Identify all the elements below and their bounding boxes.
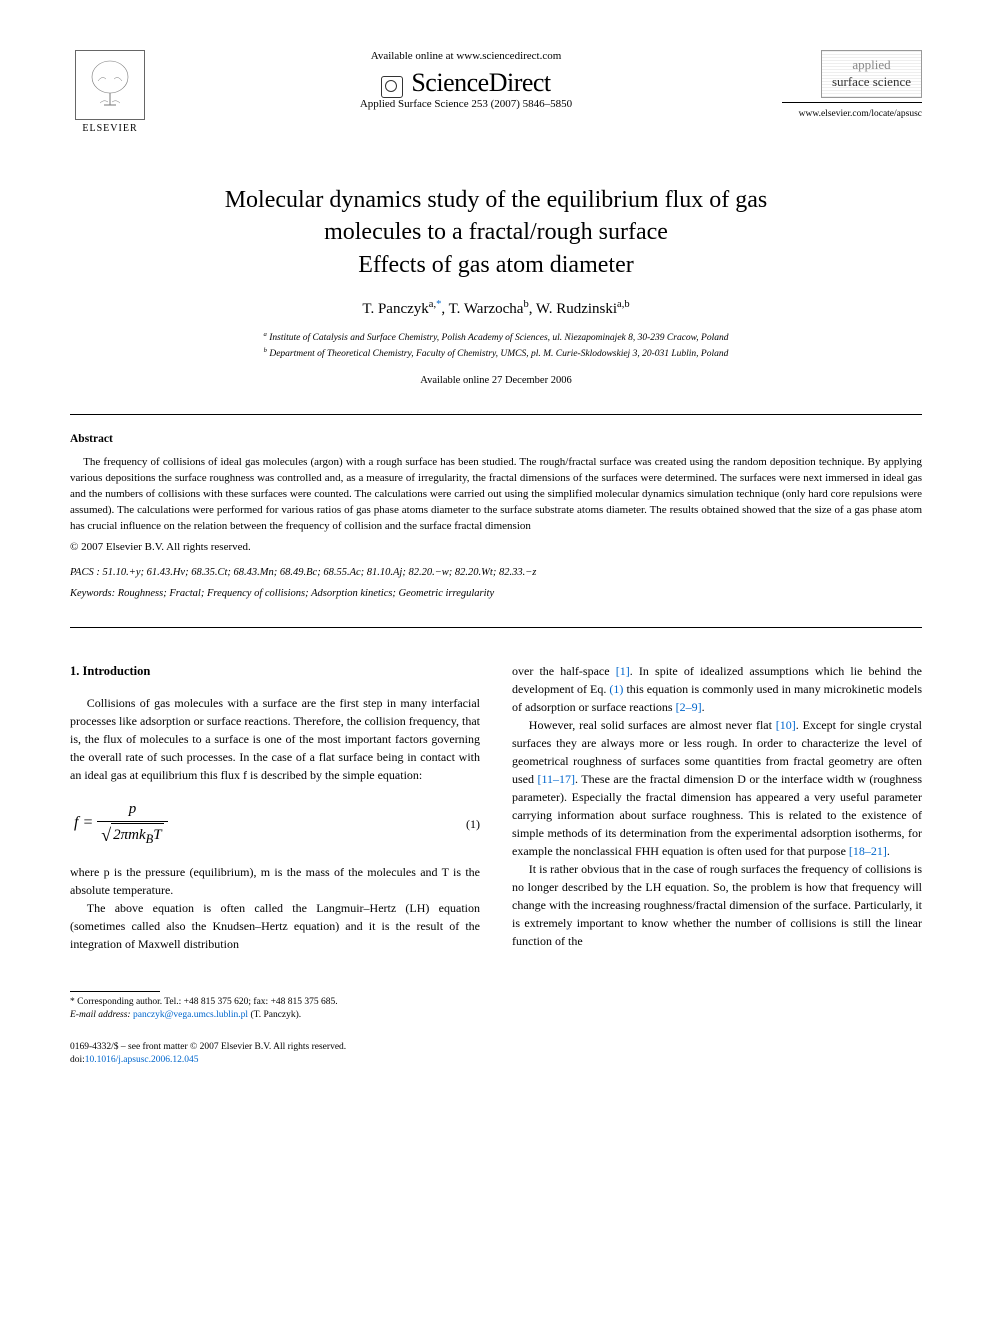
header-row: ELSEVIER Available online at www.science… (70, 50, 922, 134)
eq1-denominator: √2πmkBT (97, 822, 167, 849)
affiliation-b: Department of Theoretical Chemistry, Fac… (269, 349, 728, 359)
doi-label: doi: (70, 1055, 85, 1065)
two-column-body: 1. Introduction Collisions of gas molecu… (70, 662, 922, 1067)
article-title: Molecular dynamics study of the equilibr… (70, 184, 922, 281)
abstract-top-rule (70, 414, 922, 415)
right-column: over the half-space [1]. In spite of ide… (512, 662, 922, 1067)
author-list: T. Panczyka,*, T. Warzochab, W. Rudzinsk… (70, 299, 922, 318)
ref-1-link[interactable]: [1] (616, 664, 630, 678)
title-line3: Effects of gas atom diameter (358, 252, 633, 278)
intro-p2: where p is the pressure (equilibrium), m… (70, 863, 480, 899)
doi-link[interactable]: 10.1016/j.apsusc.2006.12.045 (85, 1055, 199, 1065)
elsevier-tree-icon (75, 50, 145, 120)
pacs-line: PACS : 51.10.+y; 61.43.Hv; 68.35.Ct; 68.… (70, 567, 922, 578)
eq1-numerator: p (97, 798, 167, 822)
sciencedirect-icon (381, 76, 403, 98)
journal-logo: applied surface science (821, 50, 922, 98)
corresponding-footnote: * Corresponding author. Tel.: +48 815 37… (70, 996, 480, 1023)
available-date: Available online 27 December 2006 (70, 375, 922, 386)
section-1-heading: 1. Introduction (70, 662, 480, 681)
intro-p3b: over the half-space [1]. In spite of ide… (512, 662, 922, 716)
eq1-fraction: p √2πmkBT (97, 798, 167, 849)
sciencedirect-logo: ScienceDirect (150, 68, 782, 98)
author-2: T. Warzocha (449, 301, 524, 317)
keywords-label: Keywords: (70, 588, 115, 599)
abstract-block: Abstract The frequency of collisions of … (70, 433, 922, 599)
title-line1: Molecular dynamics study of the equilibr… (225, 187, 768, 213)
equation-1-number: (1) (466, 815, 480, 833)
abstract-text: The frequency of collisions of ideal gas… (70, 455, 922, 535)
page-footer: 0169-4332/$ – see front matter © 2007 El… (70, 1041, 480, 1068)
corr-author-line: * Corresponding author. Tel.: +48 815 37… (70, 996, 480, 1009)
author-3: W. Rudzinski (536, 301, 617, 317)
intro-p5: It is rather obvious that in the case of… (512, 860, 922, 950)
pacs-label: PACS : (70, 567, 100, 578)
journal-reference: Applied Surface Science 253 (2007) 5846–… (150, 98, 782, 110)
ref-18-21-link[interactable]: [18–21] (849, 844, 887, 858)
center-header: Available online at www.sciencedirect.co… (150, 50, 782, 110)
author-2-aff: b (523, 299, 528, 310)
doi-line: doi:10.1016/j.apsusc.2006.12.045 (70, 1054, 480, 1067)
intro-p1: Collisions of gas molecules with a surfa… (70, 694, 480, 784)
publisher-logo-block: ELSEVIER (70, 50, 150, 134)
elsevier-label: ELSEVIER (82, 123, 137, 134)
email-link[interactable]: panczyk@vega.umcs.lublin.pl (133, 1010, 248, 1020)
journal-logo-block: applied surface science www.elsevier.com… (782, 50, 922, 119)
keywords-line: Keywords: Roughness; Fractal; Frequency … (70, 588, 922, 599)
aff-b-sup: b (264, 347, 267, 354)
ref-2-9-link[interactable]: [2–9] (676, 700, 702, 714)
left-column: 1. Introduction Collisions of gas molecu… (70, 662, 480, 1067)
eq1-lhs: f = (74, 814, 93, 831)
intro-p3a: The above equation is often called the L… (70, 899, 480, 953)
author-3-aff: a,b (617, 299, 630, 310)
sciencedirect-text: ScienceDirect (411, 68, 550, 97)
title-line2: molecules to a fractal/rough surface (324, 219, 668, 245)
abstract-bottom-rule (70, 627, 922, 628)
affiliation-a: Institute of Catalysis and Surface Chemi… (269, 333, 728, 343)
email-label: E-mail address: (70, 1010, 131, 1020)
equation-1: f = p √2πmkBT (70, 798, 168, 849)
abstract-heading: Abstract (70, 433, 922, 445)
author-1-aff: a, (429, 299, 436, 310)
keywords-text: Roughness; Fractal; Frequency of collisi… (118, 588, 494, 599)
intro-p4: However, real solid surfaces are almost … (512, 716, 922, 860)
corr-email-line: E-mail address: panczyk@vega.umcs.lublin… (70, 1009, 480, 1022)
ref-10-link[interactable]: [10] (776, 718, 796, 732)
page-container: ELSEVIER Available online at www.science… (0, 0, 992, 1107)
eq-1-ref-link[interactable]: (1) (609, 682, 623, 696)
journal-logo-line2: surface science (832, 74, 911, 89)
available-online-text: Available online at www.sciencedirect.co… (150, 50, 782, 62)
affiliations: a Institute of Catalysis and Surface Che… (70, 330, 922, 361)
ref-11-17-link[interactable]: [11–17] (537, 772, 575, 786)
journal-logo-line1: applied (852, 57, 890, 72)
email-tail: (T. Panczyk). (250, 1010, 301, 1020)
pacs-codes: 51.10.+y; 61.43.Hv; 68.35.Ct; 68.43.Mn; … (102, 567, 536, 578)
author-1: T. Panczyk (362, 301, 428, 317)
footnote-separator (70, 991, 160, 992)
equation-1-row: f = p √2πmkBT (1) (70, 798, 480, 849)
journal-url: www.elsevier.com/locate/apsusc (782, 109, 922, 119)
abstract-copyright: © 2007 Elsevier B.V. All rights reserved… (70, 541, 922, 553)
front-matter-line: 0169-4332/$ – see front matter © 2007 El… (70, 1041, 480, 1054)
title-block: Molecular dynamics study of the equilibr… (70, 184, 922, 386)
corresponding-star-link[interactable]: * (436, 299, 441, 310)
journal-url-rule (782, 102, 922, 103)
aff-a-sup: a (264, 331, 267, 338)
